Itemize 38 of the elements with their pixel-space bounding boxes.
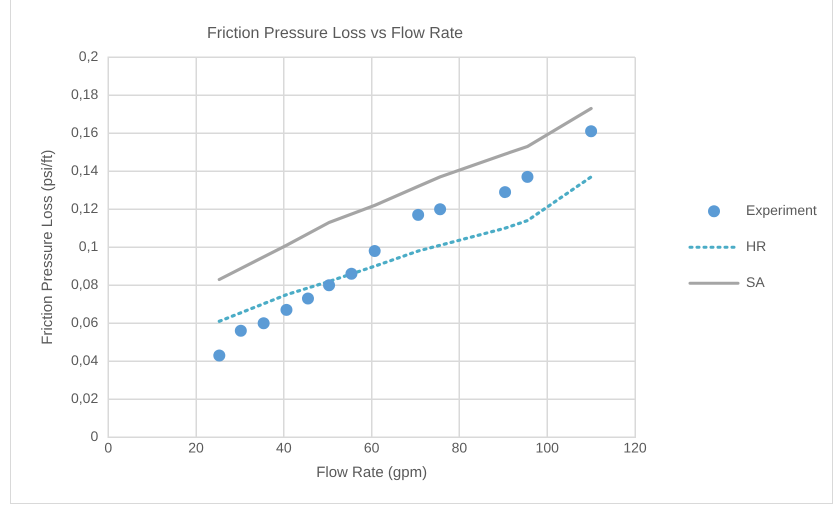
- y-tick-label: 0,12: [71, 200, 98, 216]
- point: [258, 317, 270, 330]
- x-tick-label: 100: [536, 439, 560, 456]
- x-tick-label: 20: [188, 439, 204, 456]
- y-tick-label: 0: [90, 428, 98, 444]
- y-tick-label: 0,02: [71, 390, 98, 406]
- point: [213, 350, 226, 362]
- line-series: [218, 175, 593, 323]
- y-tick-label: 0,06: [71, 314, 98, 330]
- point: [412, 208, 424, 221]
- y-tick-label: 0,16: [71, 124, 98, 140]
- legend-label: SA: [746, 274, 766, 290]
- y-tick-label: 0,04: [71, 352, 98, 368]
- x-tick-label: 120: [623, 439, 647, 456]
- x-tick-label: 40: [276, 439, 292, 456]
- point: [521, 170, 534, 183]
- y-tick-label: 0,2: [78, 48, 98, 64]
- point: [585, 125, 598, 138]
- x-axis-title: Flow Rate (gpm): [316, 464, 428, 482]
- x-tick-label: 60: [364, 439, 380, 456]
- x-tick-label: 80: [452, 439, 468, 456]
- point: [280, 304, 292, 316]
- legend-label: HR: [746, 238, 766, 254]
- point: [499, 186, 512, 198]
- point: [302, 292, 314, 304]
- point: [345, 268, 358, 280]
- chart-title: Friction Pressure Loss vs Flow Rate: [206, 25, 464, 42]
- y-tick-label: 0,1: [78, 238, 98, 254]
- y-axis-title: Friction Pressure Loss (psi/ft): [39, 150, 56, 345]
- point: [234, 324, 247, 337]
- point: [434, 203, 446, 216]
- point: [368, 245, 381, 257]
- y-tick-label: 0,18: [71, 86, 98, 102]
- legend-label: Experiment: [746, 202, 817, 218]
- x-tick-label: 0: [104, 439, 112, 456]
- y-tick-label: 0,14: [71, 162, 98, 178]
- point: [323, 279, 336, 292]
- y-tick-label: 0,08: [71, 276, 98, 292]
